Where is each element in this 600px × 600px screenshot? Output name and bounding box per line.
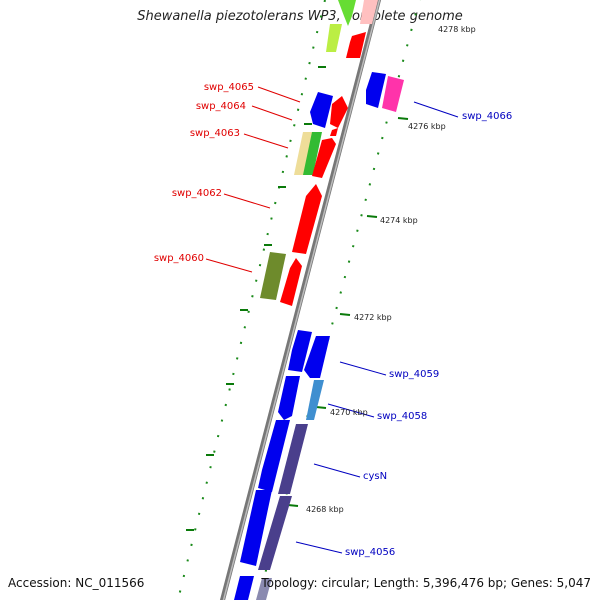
gene-swp-4060[interactable]: [260, 252, 286, 300]
page-title: Shewanella piezotolerans WP3, complete g…: [137, 9, 463, 24]
gene-label-swp-4064[interactable]: swp_4064: [196, 101, 246, 112]
gene-label-swp-4060[interactable]: swp_4060: [154, 253, 204, 264]
gene-label-swp-4058[interactable]: swp_4058: [377, 411, 427, 422]
gene-swp-4058b[interactable]: [278, 376, 300, 420]
topology-label: Topology: circular; Length: 5,396,476 bp…: [261, 576, 591, 590]
gene-swp-4055b[interactable]: [256, 578, 272, 600]
gene-label-swp-4063[interactable]: swp_4063: [190, 128, 240, 139]
kbp-labels: 4278 kbp 4276 kbp 4274 kbp 4272 kbp 4270…: [306, 25, 476, 514]
genes-reverse-strand: [234, 0, 356, 600]
gene-swp-4066a[interactable]: [366, 72, 386, 108]
gene-swp-4057[interactable]: [258, 420, 290, 492]
gene-label-cysN[interactable]: cysN: [363, 471, 387, 482]
kbp-label: 4278 kbp: [438, 25, 476, 34]
gene-swp-4063[interactable]: [294, 132, 314, 175]
gene-label-swp-4065[interactable]: swp_4065: [204, 82, 254, 93]
gene-swp-4056b[interactable]: [240, 490, 272, 566]
genes-forward-strand: [256, 0, 404, 600]
gene-swp-4055[interactable]: [234, 576, 254, 600]
gene-swp-4060b[interactable]: [280, 258, 302, 306]
gene-label-swp-4056[interactable]: swp_4056: [345, 547, 395, 558]
gene-label-swp-4059[interactable]: swp_4059: [389, 369, 439, 380]
gene-swp-4068[interactable]: [360, 0, 378, 24]
kbp-ticks: [186, 66, 409, 531]
gene-label-swp-4066[interactable]: swp_4066: [462, 111, 512, 122]
accession-label: Accession: NC_011566: [8, 576, 145, 590]
gene-swp-4070[interactable]: [338, 0, 356, 26]
gene-swp-4058[interactable]: [306, 380, 324, 420]
gene-swp-4063b[interactable]: [303, 132, 322, 175]
gene-swp-4069[interactable]: [326, 24, 342, 52]
gene-swp-4066[interactable]: [382, 76, 404, 112]
gene-labels: swp_4065 swp_4064 swp_4063 swp_4062 swp_…: [154, 82, 512, 558]
gene-swp-4059[interactable]: [304, 336, 330, 378]
kbp-label: 4274 kbp: [380, 216, 418, 225]
gene-swp-4062[interactable]: [292, 184, 322, 254]
gene-swp-4064[interactable]: [330, 96, 348, 128]
gene-swp-4063c[interactable]: [312, 138, 336, 178]
kbp-label: 4270 kbp: [330, 408, 368, 417]
genome-backbone: [219, 0, 382, 600]
gene-swp-4061[interactable]: [288, 330, 312, 372]
gene-swp-4065[interactable]: [310, 92, 333, 128]
kbp-label: 4268 kbp: [306, 505, 344, 514]
gene-swp-4067[interactable]: [346, 32, 366, 58]
gene-swp-4064b[interactable]: [330, 128, 338, 136]
label-leaders: [205, 86, 459, 554]
gene-swp-4056[interactable]: [258, 496, 292, 570]
kbp-label: 4276 kbp: [408, 122, 446, 131]
gene-cysN[interactable]: [278, 424, 308, 494]
gene-label-swp-4062[interactable]: swp_4062: [172, 188, 222, 199]
kbp-label: 4272 kbp: [354, 313, 392, 322]
